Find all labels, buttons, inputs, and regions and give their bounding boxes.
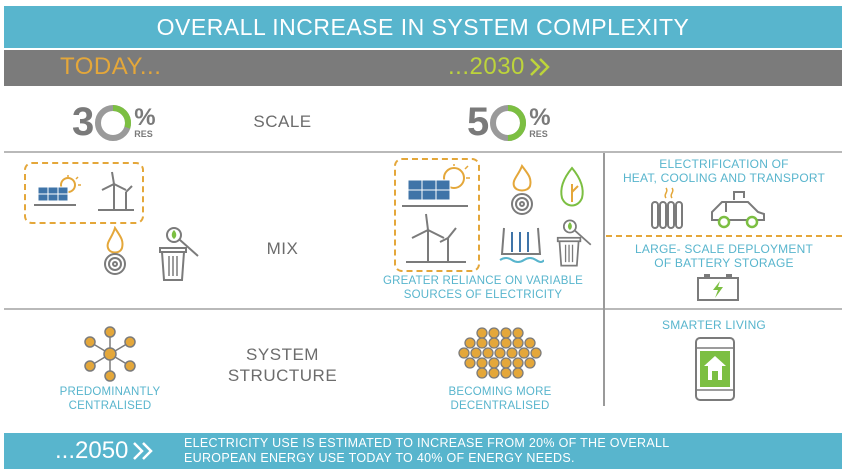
today-label: TODAY... xyxy=(60,53,162,80)
footer-double-chevron-icon xyxy=(133,442,154,460)
mix-future-note-line-2: SOURCES OF ELECTRICITY xyxy=(403,289,563,301)
decentral-node-5 xyxy=(476,337,488,349)
double-chevron-icon xyxy=(530,58,550,76)
electrification-title-line-2: HEAT, COOLING AND TRANSPORT xyxy=(622,171,826,185)
divider-mix-structure xyxy=(4,308,842,310)
scale-today-unit: RES xyxy=(134,129,153,139)
storage-title-line-1: LARGE- SCALE DEPLOYMENT xyxy=(635,242,813,256)
scale-future: 5 % RES xyxy=(467,100,551,145)
footer-text-line-2: EUROPEAN ENERGY USE TODAY TO 40% OF ENER… xyxy=(184,451,575,465)
scale-future-percent: % xyxy=(529,104,551,131)
mix-future-note-line-1: GREATER RELIANCE ON VARIABLE xyxy=(382,275,584,287)
scale-today-ring xyxy=(95,104,132,141)
decentral-node-6 xyxy=(488,337,500,349)
scale-future-ring xyxy=(490,104,527,141)
solar-panel-icon xyxy=(34,175,81,206)
biomass-fire-icon xyxy=(104,226,126,275)
decentral-node-17 xyxy=(464,357,476,369)
hydro-dam-icon xyxy=(499,227,544,263)
footer-year-label: ...2050 xyxy=(55,437,156,465)
mix-label: MIX xyxy=(266,239,299,258)
electric-car-icon xyxy=(711,191,765,229)
storage-title: LARGE- SCALE DEPLOYMENT OF BATTERY STORA… xyxy=(608,242,840,270)
scale-future-unit: RES xyxy=(529,129,548,139)
structure-label-line-1: SYSTEM xyxy=(246,345,319,364)
divider-electrification-storage xyxy=(606,235,842,237)
future-renewables-box xyxy=(394,158,480,272)
structure-future-note: BECOMING MORE DECENTRALISED xyxy=(420,385,580,413)
structure-future-note-line-2: DECENTRALISED xyxy=(450,400,550,412)
decentral-node-20 xyxy=(500,357,512,369)
decentral-node-0 xyxy=(476,327,488,339)
decentral-node-2 xyxy=(500,327,512,339)
divider-scale-mix xyxy=(4,151,842,153)
heat-radiator-icon xyxy=(651,187,683,229)
decentral-node-25 xyxy=(500,367,512,379)
future-label: ...2030 xyxy=(448,53,553,81)
centralised-grid-icon xyxy=(84,326,136,382)
footer-text: ELECTRICITY USE IS ESTIMATED TO INCREASE… xyxy=(184,436,670,466)
structure-today-note: PREDOMINANTLY CENTRALISED xyxy=(30,385,190,413)
structure-label-line-2: STRUCTURE xyxy=(227,366,338,385)
footer-year: ...2050 xyxy=(55,437,129,464)
timeline-bar xyxy=(4,50,842,86)
structure-today-note-line-1: PREDOMINANTLY xyxy=(59,386,161,398)
divider-right-column xyxy=(603,153,605,406)
decentral-node-18 xyxy=(476,357,488,369)
future-wind-turbine-icon xyxy=(406,213,466,263)
scale-today-percent: % xyxy=(134,104,156,131)
decentral-node-10 xyxy=(458,347,470,359)
future-waste-bin-icon xyxy=(556,219,592,267)
today-renewables-box xyxy=(24,162,144,224)
decentral-node-11 xyxy=(470,347,482,359)
electrification-title: ELECTRIFICATION OF HEAT, COOLING AND TRA… xyxy=(608,157,840,185)
wind-turbine-icon xyxy=(98,171,134,211)
future-year: ...2030 xyxy=(448,53,525,80)
smart-living-title: SMARTER LIVING xyxy=(662,318,766,332)
decentral-node-8 xyxy=(512,337,524,349)
decentral-node-19 xyxy=(488,357,500,369)
decentral-node-14 xyxy=(506,347,518,359)
future-solar-panel-icon xyxy=(402,164,470,207)
decentral-node-1 xyxy=(488,327,500,339)
decentral-node-3 xyxy=(512,327,524,339)
future-biomass-fire-icon xyxy=(511,164,533,215)
decentral-node-15 xyxy=(518,347,530,359)
structure-today-note-line-2: CENTRALISED xyxy=(68,400,152,412)
decentral-node-22 xyxy=(524,357,536,369)
decentral-node-4 xyxy=(464,337,476,349)
decentral-node-16 xyxy=(530,347,542,359)
biofuel-leaf-icon xyxy=(560,166,584,207)
footer-text-line-1: ELECTRICITY USE IS ESTIMATED TO INCREASE… xyxy=(184,436,670,450)
scale-today: 3 % RES xyxy=(72,100,156,145)
decentral-node-21 xyxy=(512,357,524,369)
decentral-node-9 xyxy=(524,337,536,349)
decentral-node-24 xyxy=(488,367,500,379)
mix-future-note: GREATER RELIANCE ON VARIABLE SOURCES OF … xyxy=(360,274,606,302)
decentral-node-26 xyxy=(512,367,524,379)
smartphone-home-icon xyxy=(695,337,735,401)
decentralised-grid-icon xyxy=(458,327,542,379)
decentral-node-13 xyxy=(494,347,506,359)
waste-bin-icon xyxy=(159,227,199,281)
decentral-node-7 xyxy=(500,337,512,349)
decentral-node-12 xyxy=(482,347,494,359)
page-title: OVERALL INCREASE IN SYSTEM COMPLEXITY xyxy=(4,6,842,48)
scale-label: SCALE xyxy=(253,112,312,131)
decentral-node-23 xyxy=(476,367,488,379)
scale-future-digit: 5 xyxy=(467,100,489,144)
electrification-title-line-1: ELECTRIFICATION OF xyxy=(659,157,789,171)
scale-today-digit: 3 xyxy=(72,100,94,144)
structure-future-note-line-1: BECOMING MORE xyxy=(448,386,552,398)
storage-title-line-2: OF BATTERY STORAGE xyxy=(654,256,794,270)
battery-icon xyxy=(697,274,739,301)
structure-label: SYSTEM STRUCTURE xyxy=(220,344,345,386)
